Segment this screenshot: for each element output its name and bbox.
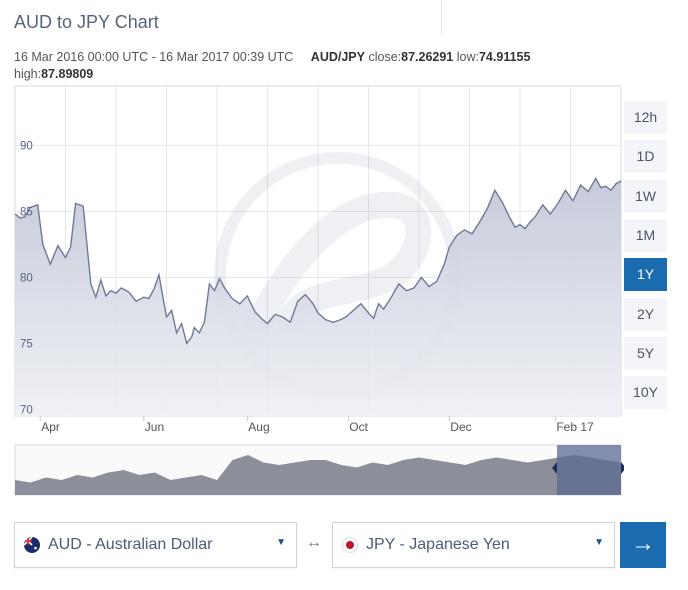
navigator-right-handle[interactable] [621,462,624,474]
chart[interactable]: 70 75 80 85 90 Apr Jun Aug Oct Dec Feb 17 [0,80,624,500]
close-label: close: [368,50,402,64]
x-tick-label: Aug [248,420,269,434]
x-tick-label: Jun [145,420,164,434]
chart-info: 16 Mar 2016 00:00 UTC - 16 Mar 2017 00:3… [14,49,624,83]
range-button-12h[interactable]: 12h [624,101,667,134]
range-button-10y[interactable]: 10Y [624,376,667,410]
to-currency-label: JPY - Japanese Yen [366,536,510,553]
x-axis-labels: Apr Jun Aug Oct Dec Feb 17 [39,416,594,434]
range-button-1d[interactable]: 1D [624,140,667,174]
x-tick-label: Apr [41,420,60,434]
chevron-down-icon: ▼ [594,537,604,548]
page-title: AUD to JPY Chart [14,12,159,32]
pair-symbol: AUD/JPY [310,50,365,64]
y-axis-labels: 70 75 80 85 90 [20,140,33,416]
range-button-1y[interactable]: 1Y [624,258,667,292]
range-button-1w[interactable]: 1W [624,179,667,213]
y-tick-label: 80 [20,272,33,284]
y-tick-label: 90 [20,140,33,152]
high-value: 87.89809 [41,67,94,81]
range-button-1m[interactable]: 1M [624,218,667,252]
navigator[interactable] [14,444,624,496]
navigator-area [15,455,621,495]
date-range: 16 Mar 2016 00:00 UTC - 16 Mar 2017 00:3… [14,50,294,64]
high-label: high: [14,67,42,81]
navigator-left-handle[interactable] [552,462,557,474]
close-value: 87.26291 [401,50,454,64]
x-tick-label: Feb 17 [556,420,594,434]
y-tick-label: 70 [20,404,33,416]
price-area [15,178,621,416]
convert-button[interactable]: → [620,522,666,568]
navigator-selection[interactable] [557,445,621,495]
to-currency-select[interactable]: JPY - Japanese Yen ▼ [332,522,615,568]
low-value: 74.91155 [478,50,531,64]
australia-flag-icon [24,537,40,553]
x-tick-label: Oct [349,420,368,434]
price-line [14,176,622,345]
range-button-2y[interactable]: 2Y [624,297,667,331]
from-currency-select[interactable]: AUD - Australian Dollar ▼ [14,522,297,568]
header-divider [441,0,442,34]
japan-flag-icon [342,537,358,553]
y-tick-label: 75 [20,338,33,350]
y-tick-label: 85 [20,206,33,218]
from-currency-label: AUD - Australian Dollar [48,536,213,553]
swap-icon[interactable]: ↔ [306,534,322,551]
low-label: low: [456,50,479,64]
x-tick-label: Dec [450,420,471,434]
range-button-5y[interactable]: 5Y [624,336,667,370]
chevron-down-icon: ▼ [276,537,286,548]
